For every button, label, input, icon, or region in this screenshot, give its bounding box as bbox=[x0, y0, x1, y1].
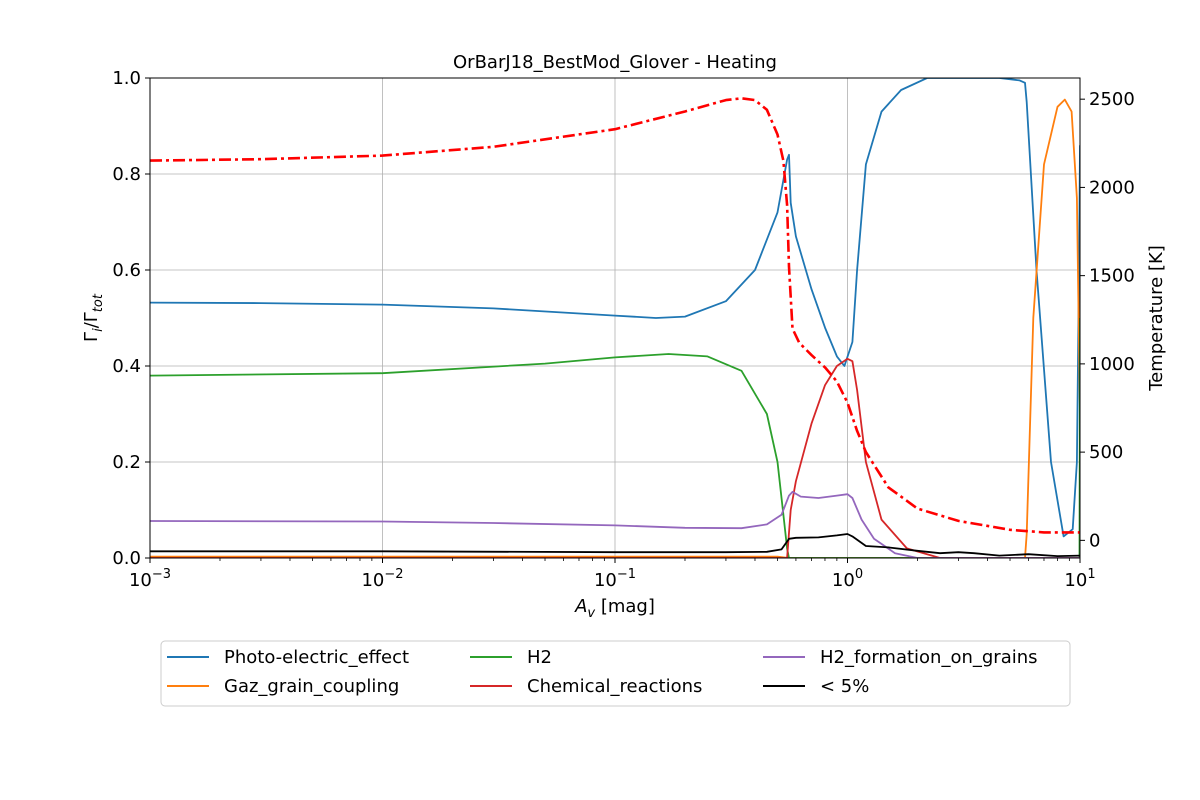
y-axis-label-subscript-tot: tot bbox=[91, 293, 106, 312]
y2-axis-label: Temperature [K] bbox=[1146, 245, 1167, 392]
y2-tick-label-1: 500 bbox=[1089, 442, 1123, 463]
y-axis-label-mid: /Γ bbox=[81, 312, 102, 328]
y2-tick-label-3: 1500 bbox=[1089, 266, 1135, 287]
x-tick-label-0: 10−3 bbox=[129, 567, 171, 591]
y-tick-label-5: 1.0 bbox=[112, 68, 141, 89]
x-tick-label-3: 100 bbox=[832, 567, 863, 591]
series-line-4 bbox=[150, 490, 1080, 558]
legend-label-2: H2 bbox=[527, 647, 552, 668]
ticks-layer: 10−3 10−2 10−1 100 101 0.0 0.2 0.4 0.6 0.8 1.0 0 500… bbox=[112, 68, 1134, 591]
y2-tick-label-5: 2500 bbox=[1089, 89, 1135, 110]
temperature-line bbox=[150, 97, 1080, 534]
y-axis-label-subscript-i: i bbox=[91, 328, 106, 332]
x-tick-label-4: 101 bbox=[1064, 567, 1095, 591]
x-axis-label: Av [mag] bbox=[574, 596, 655, 621]
y-axis-label-symbol: Γ bbox=[81, 332, 102, 342]
legend: Photo-electric_effect Gaz_grain_coupling H… bbox=[160, 640, 1071, 707]
legend-label-0: Photo-electric_effect bbox=[224, 647, 409, 668]
series-layer bbox=[150, 78, 1080, 558]
chart-title: OrBarJ18_BestMod_Glover - Heating bbox=[453, 52, 777, 73]
y2-tick-label-2: 1000 bbox=[1089, 354, 1135, 375]
y2-tick-label-4: 2000 bbox=[1089, 177, 1135, 198]
series-line-0 bbox=[150, 78, 1080, 538]
grid bbox=[149, 77, 1081, 559]
series-line-5 bbox=[150, 533, 1080, 557]
y-axis-label: Γi/Γtot bbox=[81, 293, 106, 342]
series-line-3 bbox=[150, 357, 1080, 558]
legend-label-1: Gaz_grain_coupling bbox=[224, 676, 399, 697]
x-axis-label-subscript: v bbox=[587, 606, 595, 621]
x-tick-label-1: 10−2 bbox=[361, 567, 403, 591]
x-axis-label-unit: [mag] bbox=[595, 596, 655, 617]
series-line-2 bbox=[150, 317, 1080, 558]
y2-tick-label-0: 0 bbox=[1089, 530, 1100, 551]
legend-box bbox=[160, 640, 1071, 707]
legend-label-5: < 5% bbox=[820, 676, 869, 697]
y-tick-label-0: 0.0 bbox=[112, 548, 141, 569]
y-tick-label-4: 0.8 bbox=[112, 164, 141, 185]
x-tick-label-2: 10−1 bbox=[594, 567, 636, 591]
legend-label-4: H2_formation_on_grains bbox=[820, 647, 1038, 668]
y-tick-label-3: 0.6 bbox=[112, 260, 141, 281]
x-axis-label-symbol: A bbox=[574, 596, 587, 617]
y-tick-label-2: 0.4 bbox=[112, 356, 141, 377]
legend-label-3: Chemical_reactions bbox=[527, 676, 702, 697]
y-tick-label-1: 0.2 bbox=[112, 452, 141, 473]
